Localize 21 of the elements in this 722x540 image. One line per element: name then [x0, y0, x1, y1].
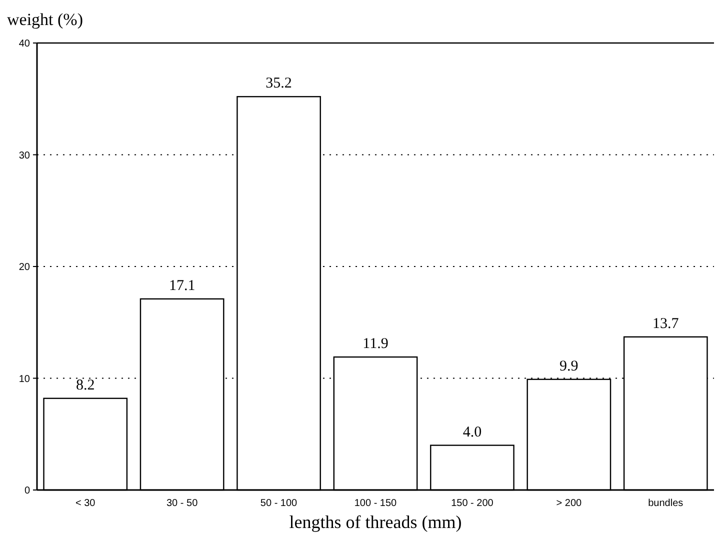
- y-axis-title: weight (%): [7, 10, 84, 29]
- data-label: 17.1: [168, 278, 196, 294]
- x-tick-label: > 200: [556, 498, 582, 509]
- x-tick-label: 100 - 150: [354, 498, 398, 509]
- y-tick-label: 40: [18, 38, 30, 50]
- data-label: 4.0: [462, 424, 482, 440]
- x-tick-label: bundles: [648, 498, 684, 509]
- x-tick-label: 30 - 50: [166, 498, 198, 509]
- data-label: 13.7: [652, 316, 680, 332]
- y-tick-label: 30: [18, 150, 30, 162]
- x-tick-label: 50 - 100: [260, 498, 298, 509]
- data-label: 35.2: [266, 76, 292, 92]
- y-tick-label: 0: [24, 486, 30, 496]
- y-tick-label: 10: [18, 374, 30, 385]
- x-tick-label: 150 - 200: [451, 498, 494, 509]
- data-label: 8.2: [76, 377, 95, 394]
- x-tick-label: < 30: [75, 498, 96, 509]
- data-label: 11.9: [362, 336, 388, 352]
- y-tick-label: 20: [18, 262, 30, 273]
- data-label: 9.9: [560, 358, 578, 374]
- x-axis-title: lengths of threads (mm): [289, 512, 462, 532]
